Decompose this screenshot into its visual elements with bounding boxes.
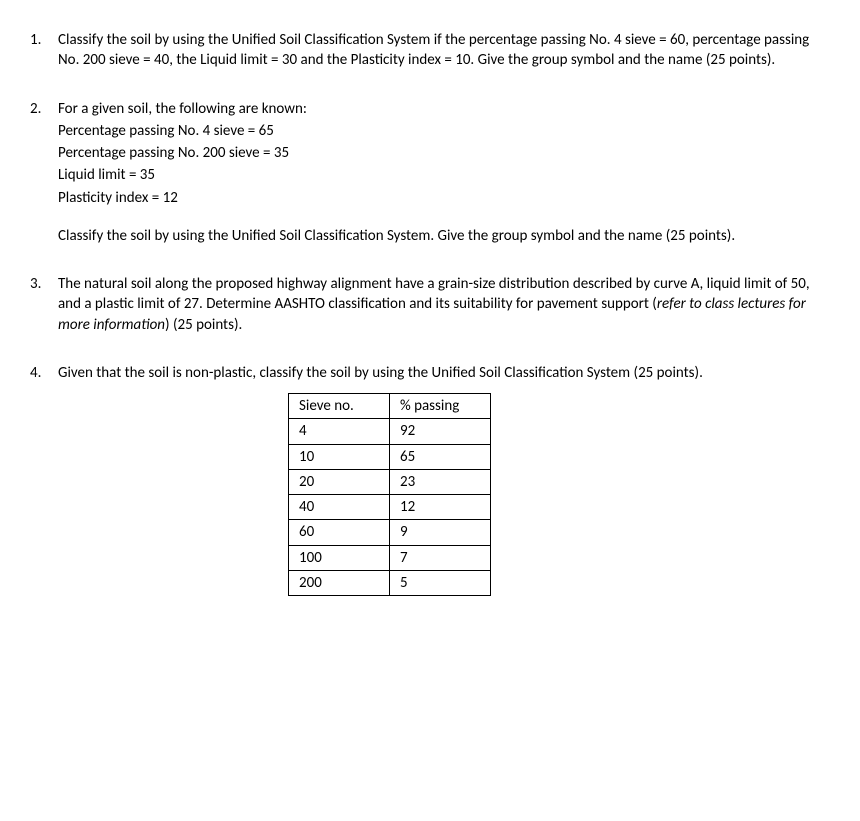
question-3: The natural soil along the proposed high… bbox=[30, 274, 820, 335]
table-cell: 100 bbox=[289, 545, 390, 570]
table-row: 60 9 bbox=[289, 520, 491, 545]
table-cell: 5 bbox=[390, 570, 491, 595]
table-row: 10 65 bbox=[289, 444, 491, 469]
question-2: For a given soil, the following are know… bbox=[30, 99, 820, 247]
table-cell: 92 bbox=[390, 419, 491, 444]
question-1: Classify the soil by using the Unified S… bbox=[30, 30, 820, 71]
table-header-row: Sieve no. % passing bbox=[289, 394, 491, 419]
sieve-table: Sieve no. % passing 4 92 10 65 20 23 40 … bbox=[288, 393, 491, 596]
table-cell: 4 bbox=[289, 419, 390, 444]
table-row: 40 12 bbox=[289, 495, 491, 520]
question-2-followup: Classify the soil by using the Unified S… bbox=[58, 226, 820, 246]
table-row: 20 23 bbox=[289, 469, 491, 494]
question-3-text-post: ) (25 points). bbox=[165, 316, 242, 334]
question-2-line-4: Plasticity index = 12 bbox=[58, 188, 820, 208]
table-header-passing: % passing bbox=[390, 394, 491, 419]
table-row: 4 92 bbox=[289, 419, 491, 444]
table-cell: 40 bbox=[289, 495, 390, 520]
table-cell: 12 bbox=[390, 495, 491, 520]
table-header-sieve: Sieve no. bbox=[289, 394, 390, 419]
table-cell: 65 bbox=[390, 444, 491, 469]
question-1-text: Classify the soil by using the Unified S… bbox=[58, 31, 809, 69]
table-row: 200 5 bbox=[289, 570, 491, 595]
question-2-line-1: Percentage passing No. 4 sieve = 65 bbox=[58, 121, 820, 141]
table-cell: 9 bbox=[390, 520, 491, 545]
question-2-line-3: Liquid limit = 35 bbox=[58, 165, 820, 185]
table-cell: 200 bbox=[289, 570, 390, 595]
table-cell: 10 bbox=[289, 444, 390, 469]
question-4: Given that the soil is non-plastic, clas… bbox=[30, 363, 820, 596]
question-2-intro: For a given soil, the following are know… bbox=[58, 99, 820, 119]
question-4-text: Given that the soil is non-plastic, clas… bbox=[58, 363, 820, 383]
table-cell: 20 bbox=[289, 469, 390, 494]
table-cell: 7 bbox=[390, 545, 491, 570]
question-2-line-2: Percentage passing No. 200 sieve = 35 bbox=[58, 143, 820, 163]
table-cell: 60 bbox=[289, 520, 390, 545]
table-row: 100 7 bbox=[289, 545, 491, 570]
table-cell: 23 bbox=[390, 469, 491, 494]
